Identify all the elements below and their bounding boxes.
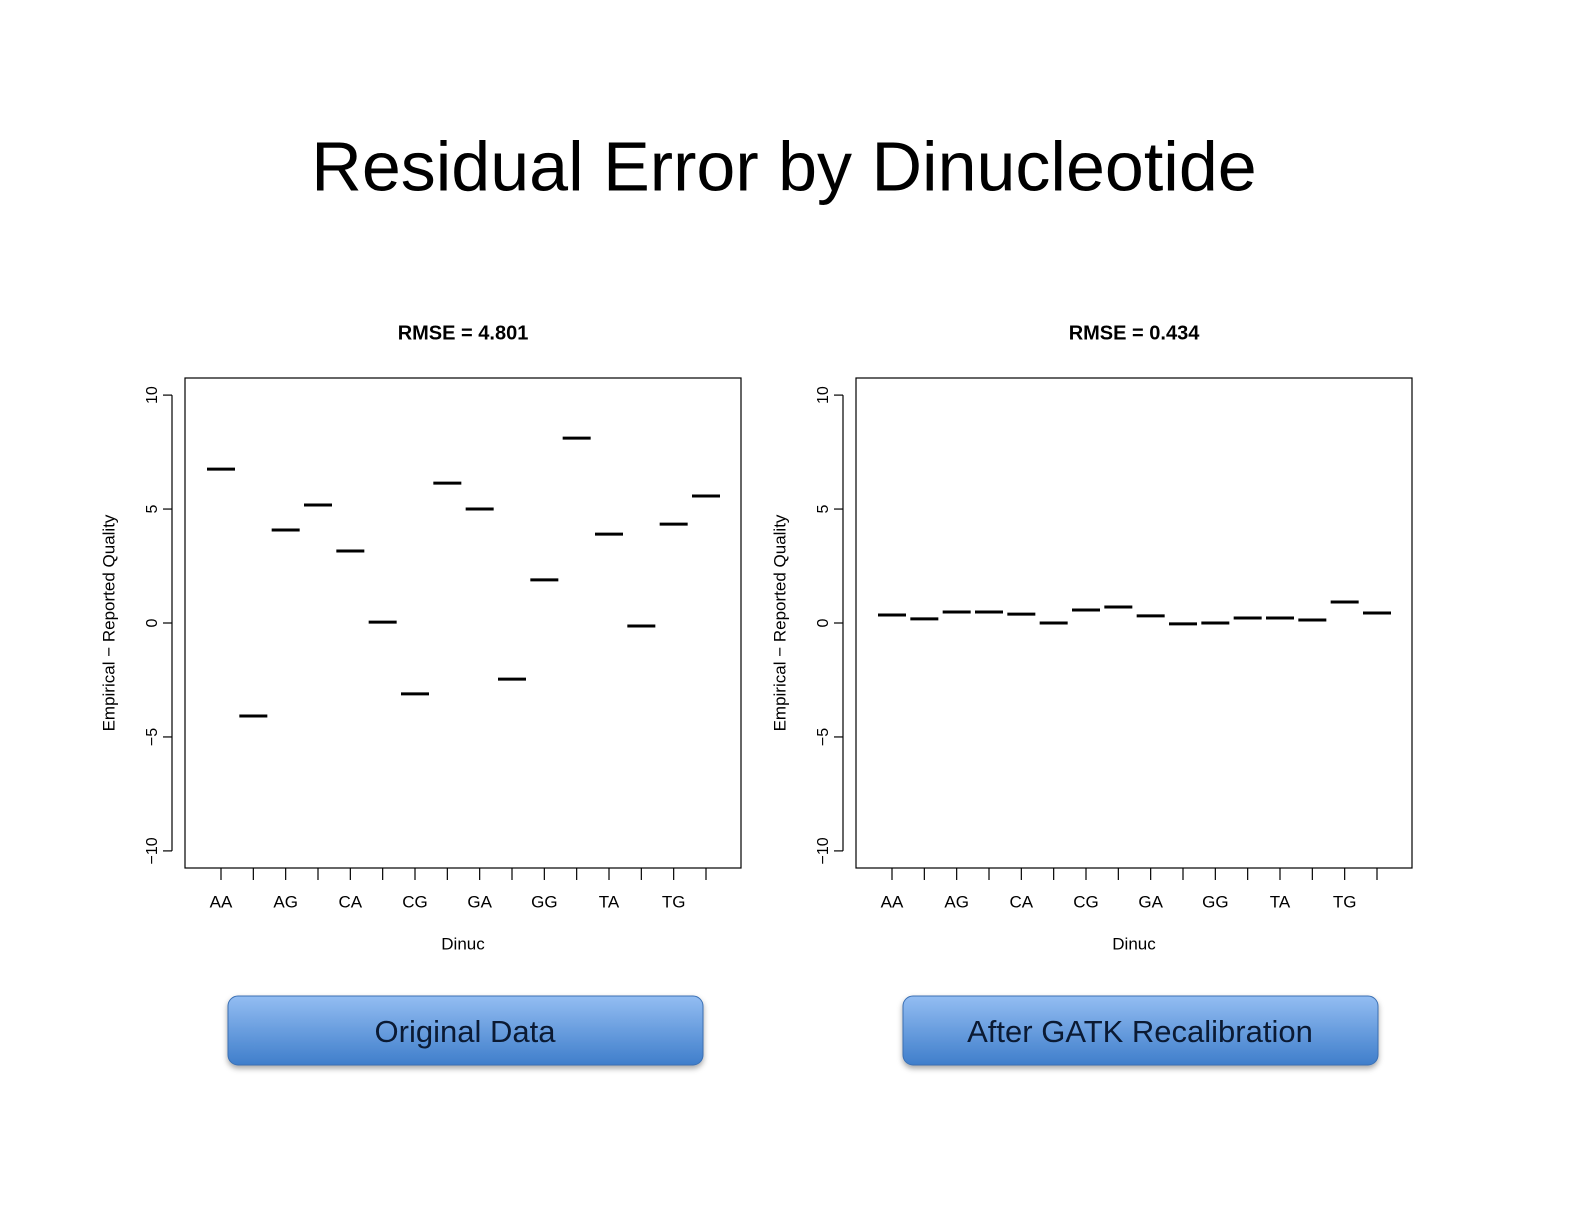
x-tick-label: TG [662, 892, 686, 911]
y-tick-label: 5 [144, 504, 161, 513]
x-tick-label: GA [467, 892, 492, 911]
y-tick-label: 0 [815, 618, 832, 627]
x-tick-label: TA [599, 892, 620, 911]
x-tick-label: TG [1333, 892, 1357, 911]
caption-box [902, 995, 1379, 1066]
x-tick-label: GG [531, 892, 557, 911]
plot-frame [184, 377, 742, 869]
x-tick-label: GG [1202, 892, 1228, 911]
y-tick-label: −10 [815, 837, 832, 864]
x-tick-label: AG [944, 892, 969, 911]
caption-label: Original Data [375, 1014, 557, 1049]
y-tick-label: 10 [815, 386, 832, 404]
x-tick-label: AG [273, 892, 298, 911]
x-axis-label: Dinuc [441, 934, 485, 953]
x-tick-label: CG [1073, 892, 1099, 911]
chart-title: RMSE = 0.434 [1069, 322, 1201, 344]
y-tick-label: −5 [144, 728, 161, 746]
chart-title: RMSE = 4.801 [398, 322, 529, 344]
x-tick-label: CG [402, 892, 428, 911]
slide-title: Residual Error by Dinucleotide [311, 127, 1256, 205]
x-tick-label: CA [1010, 892, 1034, 911]
x-tick-label: GA [1138, 892, 1163, 911]
y-axis-label: Empirical − Reported Quality [99, 514, 118, 731]
y-tick-label: 0 [144, 618, 161, 627]
y-axis-label: Empirical − Reported Quality [770, 514, 789, 731]
y-tick-label: 10 [144, 386, 161, 404]
x-tick-label: AA [210, 892, 233, 911]
x-tick-label: AA [881, 892, 904, 911]
plot-frame [855, 377, 1413, 869]
caption-label: After GATK Recalibration [967, 1014, 1313, 1049]
y-tick-label: −10 [144, 837, 161, 864]
y-tick-label: −5 [815, 728, 832, 746]
x-tick-label: TA [1270, 892, 1291, 911]
x-axis-label: Dinuc [1112, 934, 1156, 953]
x-tick-label: CA [339, 892, 363, 911]
y-tick-label: 5 [815, 504, 832, 513]
caption-box [227, 995, 704, 1066]
